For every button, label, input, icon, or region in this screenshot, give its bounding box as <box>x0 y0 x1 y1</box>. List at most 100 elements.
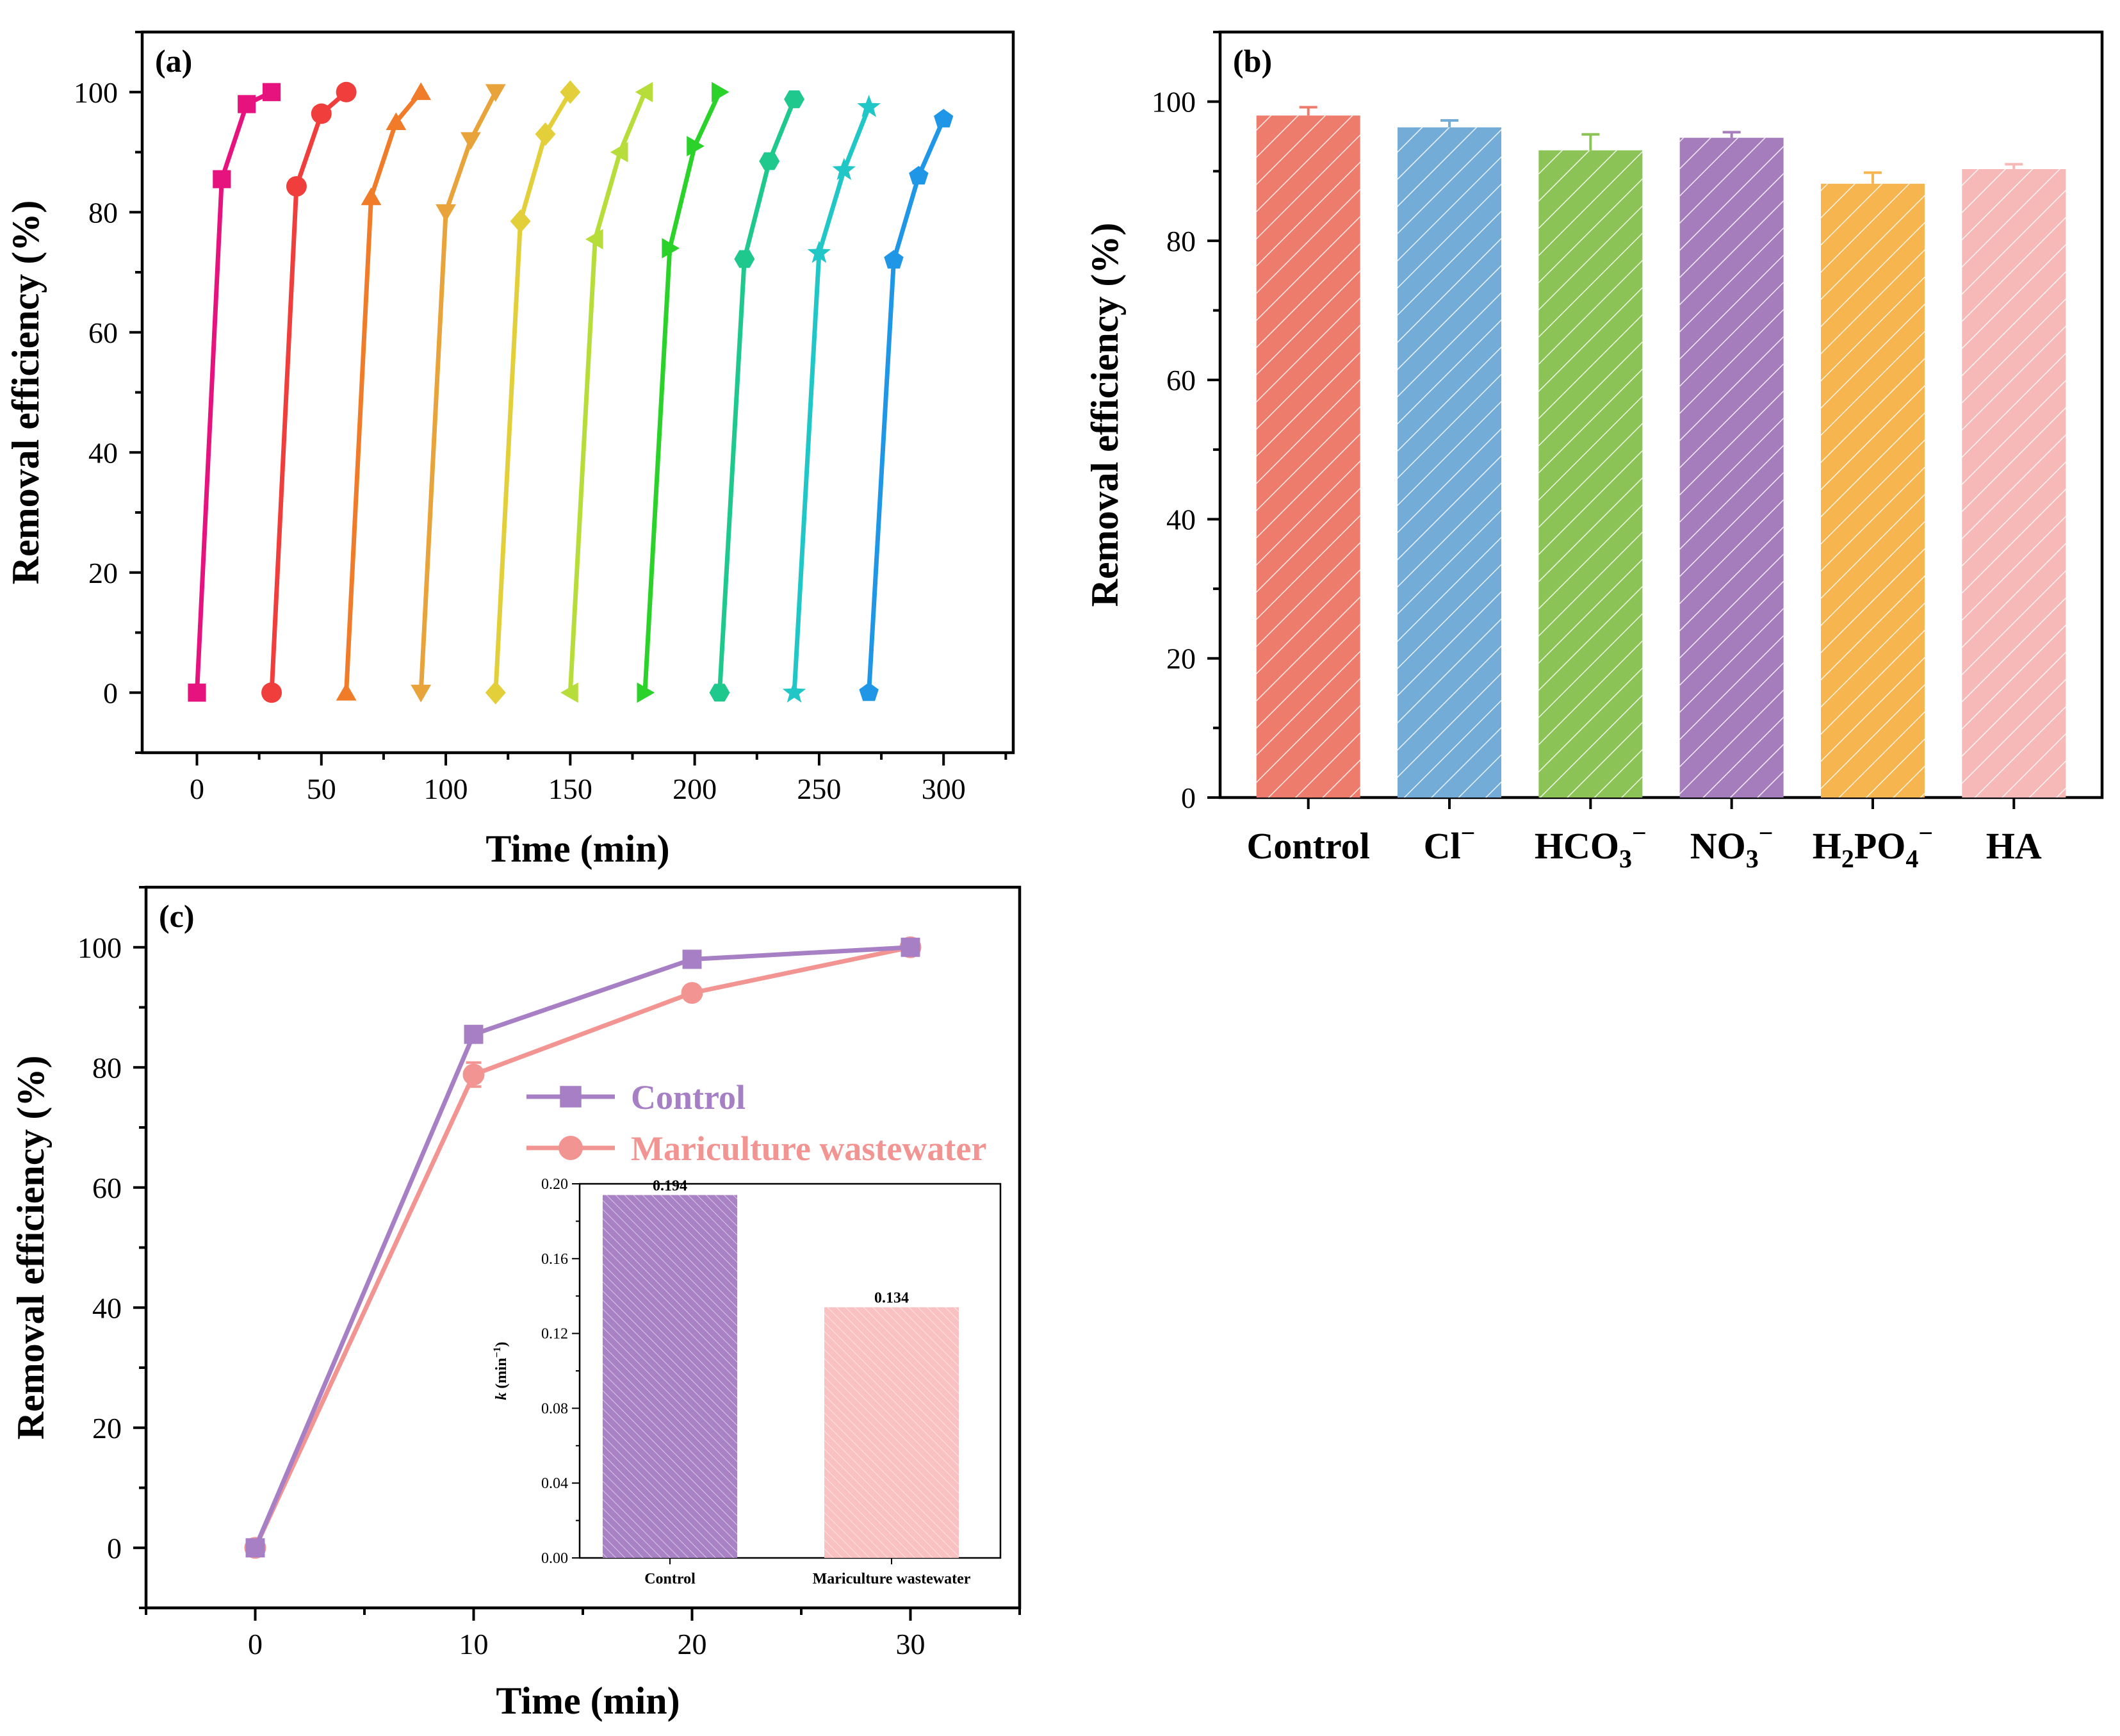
category-label-Cl: Cl− <box>1424 819 1476 867</box>
data-point-cycle-10 <box>909 166 929 184</box>
y-tick-label: 100 <box>1152 86 1196 119</box>
superscript: − <box>1461 819 1476 848</box>
data-point-cycle-10 <box>859 682 879 701</box>
data-point-cycle-1 <box>188 684 206 702</box>
category-label-Control: Control <box>1247 825 1370 867</box>
data-point-cycle-3 <box>411 82 432 101</box>
category-label-H2PO4: H2PO4− <box>1813 819 1933 873</box>
y-axis-label: Removal efficiency (%) <box>4 201 47 585</box>
y-tick-label: 80 <box>88 196 118 229</box>
inset-y-label-unit: (min <box>493 1358 510 1393</box>
inset-y-label-symbol: k <box>493 1393 510 1400</box>
data-point-cycle-8 <box>734 250 755 268</box>
data-point-cycle-3 <box>361 187 382 206</box>
series-line-cycle-6 <box>567 91 648 693</box>
y-tick-label: 20 <box>1166 643 1196 675</box>
y-tick-label: 40 <box>88 436 118 469</box>
y-tick-label: 60 <box>1166 364 1196 397</box>
data-point-Control <box>901 937 920 957</box>
series-line-cycle-5 <box>493 91 573 693</box>
data-point-cycle-6 <box>610 142 628 163</box>
y-axis-label: Removal efficiency (%) <box>10 1056 52 1440</box>
x-tick-label: 0 <box>190 773 204 805</box>
data-point-cycle-10 <box>884 250 904 269</box>
data-point-cycle-9 <box>857 94 881 117</box>
inset-y-axis-label: k (min−1) <box>492 1341 510 1400</box>
y-tick-label: 100 <box>77 931 122 964</box>
data-point-cycle-2 <box>336 81 357 102</box>
series-line-cycle-9 <box>792 106 871 693</box>
x-tick-label: 250 <box>797 773 841 805</box>
series-line-cycle-1 <box>195 90 273 693</box>
inset-y-tick-label: 0.00 <box>541 1550 568 1567</box>
data-point-cycle-5 <box>485 680 506 705</box>
superscript: − <box>1759 819 1773 848</box>
category-label-HA: HA <box>1986 825 2042 867</box>
data-point-cycle-5 <box>510 209 531 233</box>
x-tick-label: 30 <box>896 1628 925 1660</box>
data-point-cycle-5 <box>560 80 581 104</box>
subscript: 3 <box>1746 844 1759 873</box>
y-tick-label: 20 <box>88 557 118 589</box>
y-tick-label: 0 <box>107 1532 122 1564</box>
inset-category-label: Control <box>644 1571 696 1587</box>
x-tick-label: 50 <box>307 773 336 805</box>
data-point-cycle-4 <box>460 132 481 150</box>
series-line-Mariculture wastewater <box>253 945 911 1549</box>
data-point-cycle-2 <box>311 103 332 124</box>
data-point-Mariculture wastewater <box>462 1063 485 1086</box>
legend-label: Control <box>631 1078 746 1117</box>
x-axis-label: Time (min) <box>485 828 669 870</box>
inset-value-label: 0.134 <box>874 1290 909 1307</box>
subscript: 4 <box>1905 844 1918 873</box>
data-point-cycle-3 <box>336 683 357 701</box>
y-tick-label: 0 <box>1181 782 1196 814</box>
inset-bar-hatch <box>603 1195 737 1558</box>
inset-y-label-superscript: −1 <box>492 1347 503 1357</box>
x-tick-label: 300 <box>922 773 966 805</box>
superscript: − <box>1632 819 1647 848</box>
bar-hatch-HA <box>1962 169 2066 798</box>
panel-c-chart: 0 10 20 30 0 20 40 60 80 100 (c) Time (min) Removal … <box>10 885 1022 1722</box>
series-line-cycle-7 <box>642 91 722 693</box>
y-tick-label: 60 <box>92 1172 122 1204</box>
data-point-cycle-2 <box>286 176 307 197</box>
data-point-cycle-7 <box>637 682 655 703</box>
x-tick-label: 100 <box>424 773 468 805</box>
data-point-cycle-8 <box>759 152 780 170</box>
category-label-HCO3: HCO3− <box>1535 819 1647 873</box>
bar-hatch-Cl <box>1398 127 1502 798</box>
inset-category-label: Mariculture wastewater <box>813 1571 971 1587</box>
inset-y-tick-label: 0.20 <box>541 1176 568 1193</box>
x-tick-label: 200 <box>673 773 717 805</box>
subscript: 3 <box>1619 844 1632 873</box>
legend-marker <box>560 1086 582 1108</box>
data-point-cycle-1 <box>213 170 231 188</box>
category-label-text: NO <box>1690 825 1746 867</box>
y-tick-label: 100 <box>74 76 118 109</box>
y-tick-label: 80 <box>1166 225 1196 258</box>
data-point-cycle-7 <box>712 81 730 102</box>
x-tick-label: 0 <box>248 1628 263 1660</box>
bar-hatch-NO3 <box>1679 138 1784 798</box>
x-tick-label: 20 <box>678 1628 707 1660</box>
panel-label: (b) <box>1233 43 1272 79</box>
series-line-cycle-3 <box>344 90 423 693</box>
x-axis-label: Time (min) <box>496 1680 680 1722</box>
y-tick-label: 0 <box>103 676 118 709</box>
y-tick-label: 60 <box>88 316 118 349</box>
data-point-cycle-9 <box>782 680 806 703</box>
series-line-cycle-10 <box>867 118 946 693</box>
data-point-cycle-7 <box>662 238 680 259</box>
data-point-cycle-5 <box>535 122 556 146</box>
data-point-Control <box>464 1024 484 1044</box>
panel-label: (c) <box>159 898 195 934</box>
plot-frame <box>1218 30 2104 799</box>
data-point-cycle-9 <box>832 158 856 181</box>
category-label-text: PO <box>1854 825 1906 867</box>
panel-b-chart: 0 20 40 60 80 100 (b) Removal efficiency (%) Con… <box>1084 30 2104 873</box>
y-tick-label: 80 <box>92 1051 122 1084</box>
data-point-Control <box>245 1538 265 1558</box>
y-axis-label: Removal efficiency (%) <box>1084 223 1126 607</box>
